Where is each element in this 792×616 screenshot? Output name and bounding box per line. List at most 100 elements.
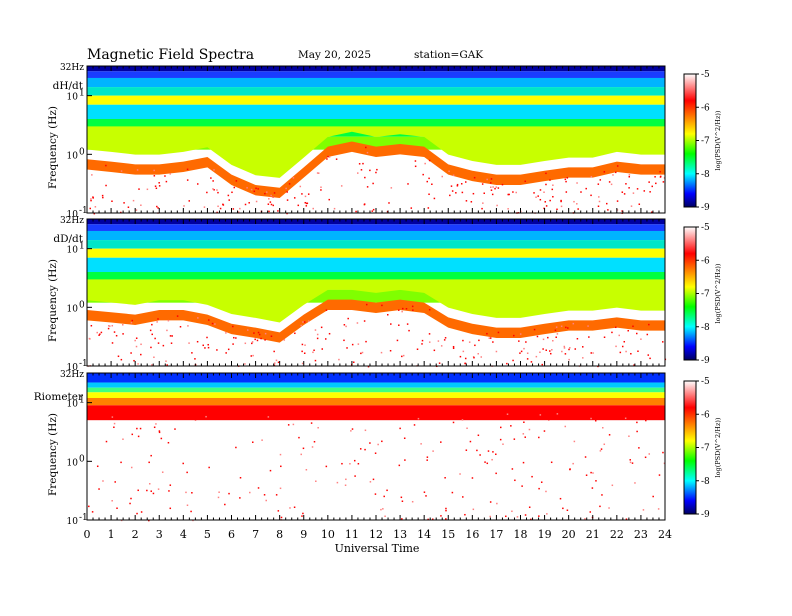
x-tick-label: 5 [204, 528, 211, 541]
speckle-point [520, 350, 523, 353]
colorbar-label: log(PSD(V^2/Hz)) [714, 110, 722, 170]
speckle-point [494, 187, 496, 190]
speckle-point [417, 417, 420, 420]
speckle-point [431, 518, 434, 521]
speckle-point [94, 206, 97, 208]
speckle-point [506, 413, 509, 415]
speckle-point [598, 200, 601, 203]
speckle-point [473, 356, 475, 359]
speckle-point [310, 422, 313, 424]
speckle-point [182, 462, 184, 465]
speckle-point [572, 322, 575, 325]
speckle-point [227, 194, 230, 197]
speckle-point [244, 203, 247, 206]
speckle-point [576, 182, 578, 184]
speckle-point [328, 198, 330, 201]
speckle-point [328, 156, 331, 158]
speckle-point [402, 307, 404, 310]
speckle-point [302, 512, 304, 515]
x-tick-label: 4 [180, 528, 187, 541]
speckle-point [650, 211, 653, 213]
speckle-point [357, 172, 359, 174]
speckle-point [148, 483, 151, 485]
speckle-point [482, 202, 484, 204]
speckle-point [576, 337, 579, 340]
speckle-point [293, 506, 296, 509]
speckle-point [411, 305, 414, 308]
speckle-point [401, 518, 403, 520]
colorbar-tick-label: -5 [701, 377, 710, 387]
colorbar [683, 380, 697, 515]
speckle-point [263, 494, 266, 496]
speckle-point [102, 196, 104, 199]
speckle-point [130, 352, 132, 354]
speckle-point [506, 362, 508, 365]
speckle-point [628, 435, 630, 437]
speckle-point [380, 351, 383, 354]
speckle-point [255, 200, 258, 203]
speckle-point [257, 414, 259, 417]
speckle-point [204, 347, 206, 349]
x-tick-label: 17 [489, 528, 503, 541]
speckle-point [618, 334, 620, 337]
speckle-point [590, 417, 592, 420]
speckle-point [549, 352, 552, 355]
panel-label: Riometer [34, 391, 84, 403]
speckle-point [214, 323, 216, 325]
y-axis-label: Frequency (Hz) [47, 413, 59, 496]
speckle-point [456, 185, 459, 187]
speckle-point [351, 428, 354, 430]
x-tick-label: 15 [441, 528, 455, 541]
speckle-point [235, 446, 237, 449]
speckle-point [472, 192, 475, 195]
speckle-point [512, 191, 514, 193]
speckle-point [539, 351, 541, 353]
speckle-point [655, 182, 657, 185]
speckle-point [425, 495, 427, 497]
speckle-point [426, 180, 429, 183]
speckle-point [545, 490, 547, 493]
speckle-point [233, 336, 235, 339]
speckle-point [320, 326, 323, 329]
speckle-point [166, 364, 168, 366]
speckle-point [272, 196, 274, 198]
speckle-point [508, 193, 510, 196]
speckle-point [369, 442, 371, 444]
speckle-point [487, 450, 490, 452]
speckle-point [479, 454, 481, 456]
speckle-point [197, 317, 199, 319]
speckle-point [608, 181, 611, 183]
speckle-point [123, 202, 125, 204]
speckle-point [574, 348, 577, 350]
speckle-point [536, 335, 539, 338]
y-tick-exponent: -1 [79, 513, 88, 523]
speckle-point [478, 339, 480, 342]
speckle-point [304, 344, 306, 346]
speckle-point [431, 183, 433, 186]
chart-title: Magnetic Field Spectra [87, 47, 254, 63]
speckle-point [302, 321, 304, 323]
speckle-point [120, 358, 123, 361]
speckle-point [560, 325, 563, 328]
speckle-point [468, 341, 471, 343]
speckle-point [490, 178, 493, 180]
speckle-point [270, 335, 273, 338]
speckle-point [445, 509, 447, 512]
speckle-point [306, 418, 308, 420]
speckle-point [423, 491, 426, 493]
spectrum-band [87, 248, 665, 258]
spectrum-band [87, 71, 665, 78]
colorbar [683, 73, 697, 208]
speckle-point [590, 352, 592, 354]
speckle-point [528, 428, 531, 431]
speckle-point [316, 337, 319, 340]
speckle-point [105, 184, 107, 187]
speckle-point [426, 459, 428, 461]
speckle-point [381, 304, 383, 307]
colorbar-tick-label: -8 [701, 170, 710, 180]
speckle-point [285, 187, 287, 190]
speckle-point [287, 424, 290, 426]
speckle-point [489, 186, 492, 188]
speckle-point [410, 207, 413, 209]
